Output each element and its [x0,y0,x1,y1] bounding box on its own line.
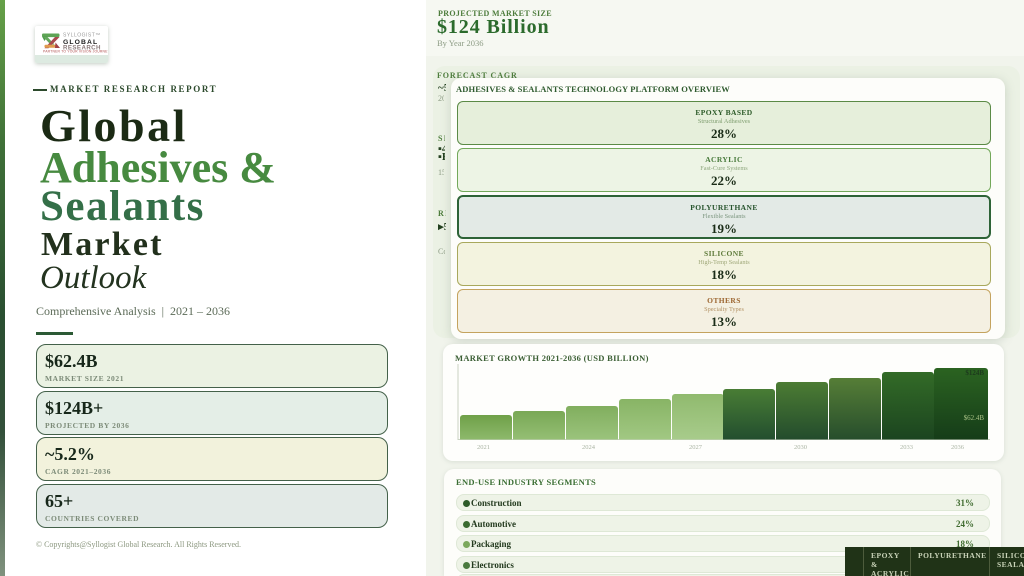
svg-text:PARTNER TO YOUR VISION JOURNEY: PARTNER TO YOUR VISION JOURNEY [43,50,108,54]
svg-text:SYLLOGIST™: SYLLOGIST™ [63,33,101,39]
svg-text:GLOBAL: GLOBAL [63,39,98,46]
svg-text:$124B: $124B [965,369,984,377]
svg-text:RESEARCH: RESEARCH [63,44,101,51]
svg-text:$62.4B: $62.4B [964,414,985,422]
